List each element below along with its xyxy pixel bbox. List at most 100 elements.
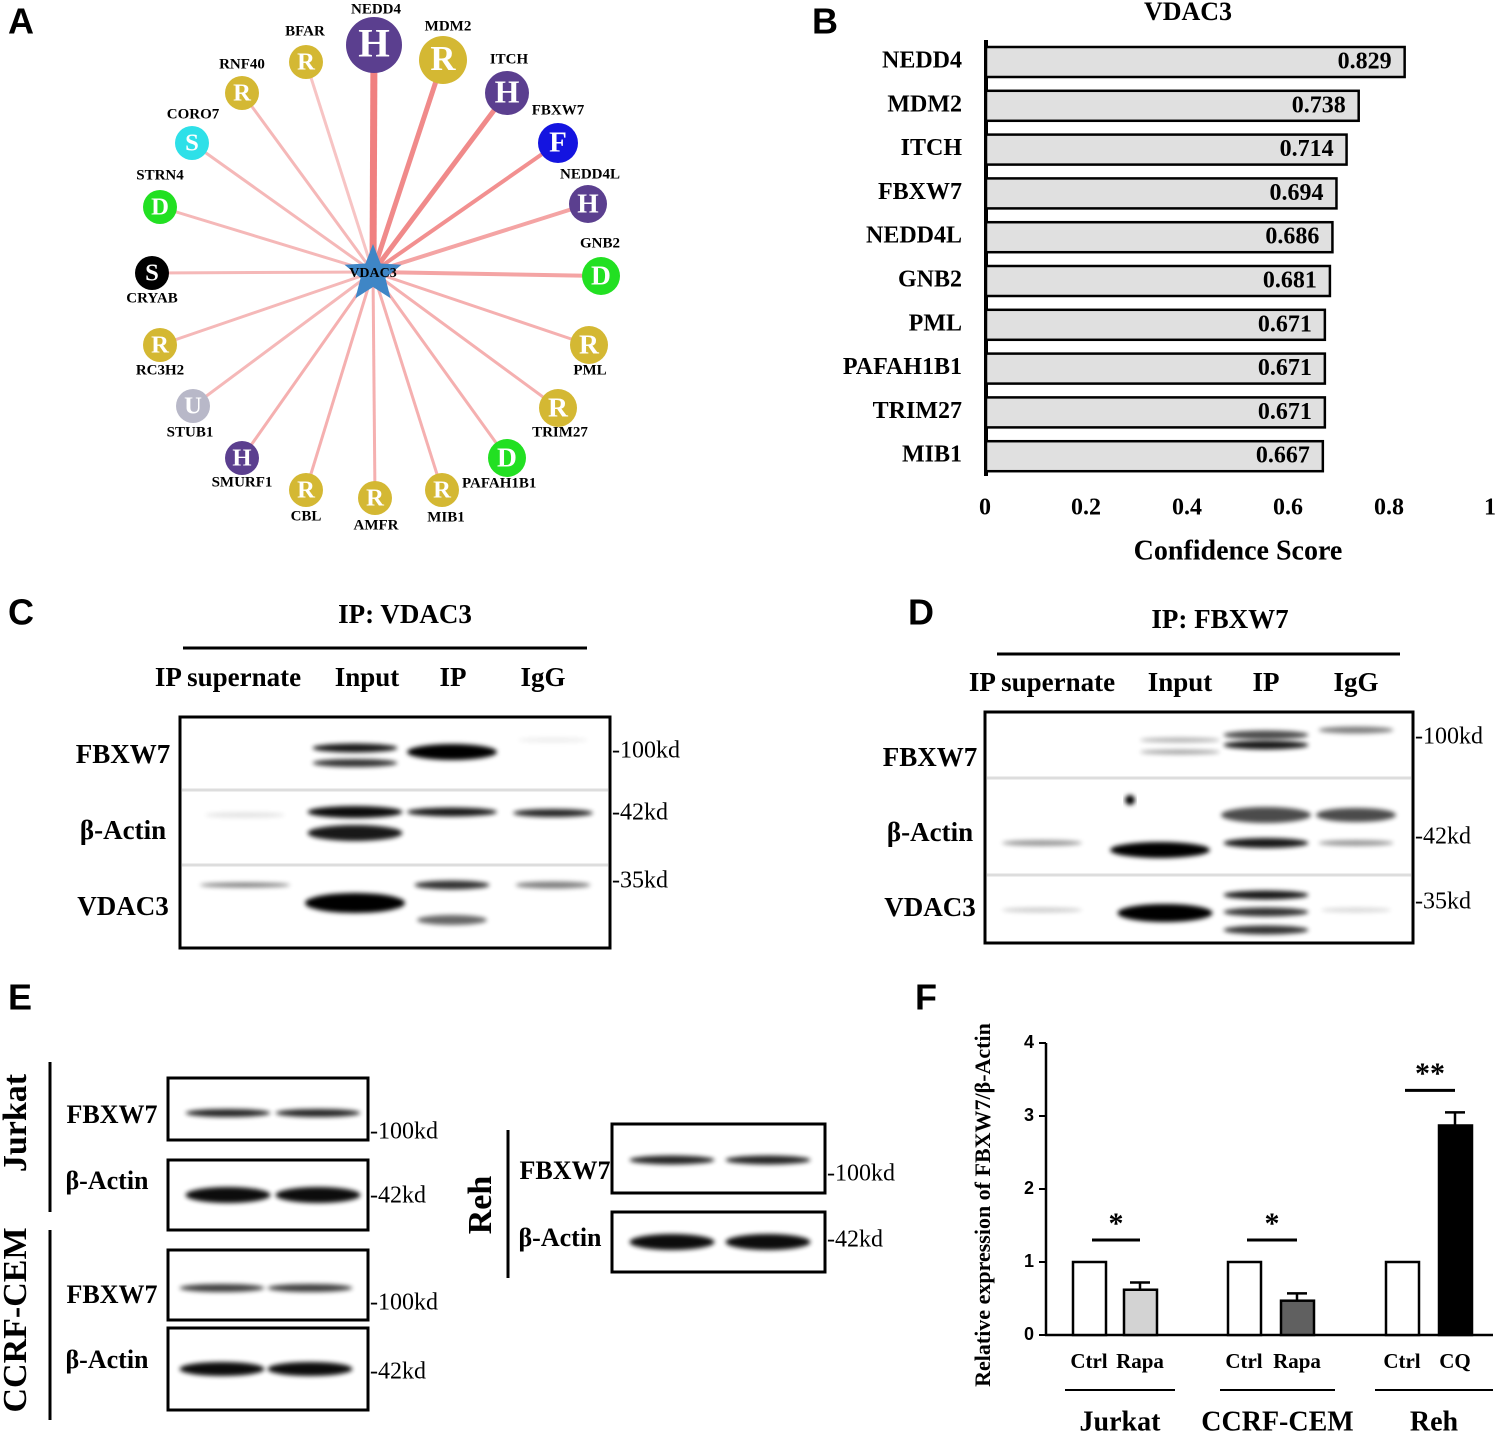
blot-frame — [166, 1076, 370, 1142]
group-label: Reh — [1410, 1406, 1459, 1437]
blot-band — [275, 1109, 361, 1117]
network-edge — [371, 271, 377, 499]
row-label: FBXW7 — [67, 1280, 158, 1309]
blot-frame — [983, 710, 1415, 945]
blot-band — [407, 807, 497, 817]
network-node — [582, 257, 620, 295]
value-label: 0.829 — [1338, 49, 1392, 75]
node-label: CORO7 — [167, 106, 220, 122]
blot-band — [185, 1109, 271, 1117]
value-label: 0.694 — [1269, 180, 1323, 206]
category-label: FBXW7 — [878, 179, 962, 205]
network-node — [289, 45, 323, 79]
node-letter: H — [232, 445, 251, 472]
node-label: CRYAB — [126, 290, 177, 306]
node-label: FBXW7 — [532, 102, 585, 118]
bar — [1226, 1260, 1263, 1337]
blot-band — [1223, 907, 1309, 917]
blot-band — [1125, 795, 1135, 805]
significance-label: * — [1265, 1207, 1280, 1240]
x-axis-label: Confidence Score — [1134, 535, 1343, 566]
size-marker: -42kd — [827, 1227, 883, 1253]
node-letter: U — [184, 393, 202, 420]
x-tick-label: Ctrl — [1383, 1349, 1420, 1373]
node-letter: H — [577, 187, 598, 218]
significance-label: * — [1109, 1207, 1124, 1240]
value-label: 0.686 — [1265, 224, 1319, 250]
y-tick-label: 2 — [1024, 1178, 1034, 1198]
size-marker: -35kd — [612, 868, 668, 894]
network-node — [570, 326, 608, 364]
y-tick-label: 3 — [1024, 1105, 1034, 1125]
node-letter: R — [297, 49, 316, 76]
blot-band — [1221, 807, 1311, 823]
blot-band — [629, 1155, 715, 1165]
network-edge — [191, 141, 374, 274]
panel-label: A — [8, 1, 34, 42]
panel-label: C — [8, 592, 34, 633]
value-label: 0.671 — [1258, 399, 1312, 425]
cell-line-label: Reh — [462, 1176, 499, 1235]
bar — [984, 352, 1327, 385]
network-edge — [371, 141, 560, 274]
lane-label: IP — [1253, 667, 1280, 697]
size-marker: -42kd — [370, 1183, 426, 1209]
blot-band — [275, 1187, 361, 1203]
category-label: NEDD4L — [866, 223, 962, 249]
size-marker: -100kd — [827, 1161, 895, 1187]
group-label: CCRF-CEM — [1201, 1406, 1353, 1437]
node-letter: H — [358, 20, 390, 65]
node-label: TRIM27 — [532, 424, 588, 440]
y-tick-label: 0 — [1024, 1324, 1034, 1344]
lane-label: IP supernate — [155, 662, 301, 692]
blot-band — [1223, 740, 1309, 750]
category-label: MDM2 — [887, 91, 962, 117]
lane-label: IP — [440, 662, 467, 692]
x-tick-label: CQ — [1439, 1349, 1471, 1373]
network-edge — [372, 202, 589, 274]
network-edge — [372, 270, 590, 347]
node-letter: F — [549, 127, 567, 159]
value-label: 0.681 — [1263, 268, 1317, 294]
row-label: FBXW7 — [520, 1156, 611, 1185]
x-tick-label: 0 — [979, 495, 991, 521]
category-label: MIB1 — [902, 442, 962, 468]
network-edge — [370, 59, 446, 273]
blot-band — [205, 812, 285, 818]
network-edge — [371, 271, 509, 459]
network-edge — [370, 91, 510, 274]
node-letter: D — [497, 441, 517, 472]
node-label: ITCH — [490, 51, 529, 67]
category-label: GNB2 — [898, 267, 962, 293]
blot-frame — [610, 1122, 827, 1195]
blot-band — [1002, 907, 1082, 913]
x-tick-label: 0.6 — [1273, 495, 1303, 521]
node-label: AMFR — [354, 517, 399, 533]
network-node — [143, 190, 177, 224]
lane-label: IgG — [520, 662, 565, 692]
blot-band — [185, 1187, 271, 1203]
blot-band — [1223, 730, 1309, 740]
node-label: RNF40 — [219, 56, 265, 72]
bar — [984, 396, 1327, 429]
size-marker: -42kd — [370, 1359, 426, 1385]
node-letter: D — [151, 194, 169, 221]
blot-band — [312, 743, 398, 753]
network-node — [358, 481, 392, 515]
row-label: FBXW7 — [76, 739, 171, 769]
x-tick-label: 1 — [1484, 495, 1496, 521]
blot-band — [725, 1155, 811, 1165]
network-node — [346, 17, 402, 73]
node-label: NEDD4L — [560, 166, 620, 182]
category-label: NEDD4 — [882, 48, 962, 74]
blot-frame — [178, 715, 612, 950]
lane-label: Input — [335, 662, 400, 692]
blot-frame — [610, 1210, 827, 1274]
network-edge — [151, 270, 374, 275]
blot-band — [1316, 808, 1396, 822]
row-label: β-Actin — [65, 1166, 149, 1195]
bar — [1122, 1288, 1159, 1337]
blot-band — [267, 1362, 353, 1376]
lane-label: IgG — [1333, 667, 1378, 697]
